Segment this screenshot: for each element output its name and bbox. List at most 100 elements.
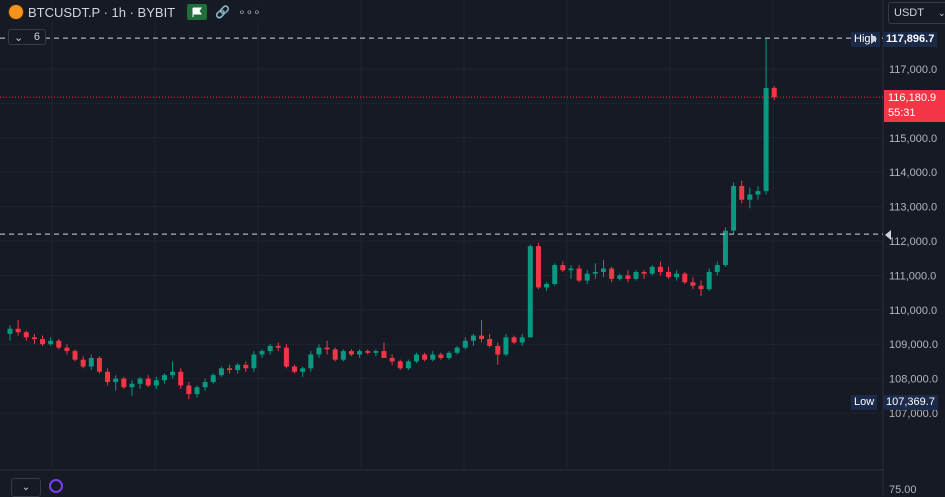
- countdown: 55:31: [888, 107, 916, 119]
- level-marker-icon: [885, 230, 891, 240]
- more-options-icon[interactable]: ∘∘∘: [238, 5, 261, 19]
- chevron-down-icon: ⌄: [937, 7, 945, 18]
- candle-body: [625, 275, 631, 279]
- candle-body: [137, 378, 143, 384]
- candle-body: [771, 87, 777, 98]
- candle-body: [690, 282, 696, 286]
- candle-body: [576, 268, 582, 281]
- candle-body: [88, 357, 94, 367]
- candle-body: [31, 337, 37, 340]
- candle-body: [357, 351, 363, 355]
- indicator-count: 6: [33, 31, 40, 43]
- symbol-label: BTCUSDT.P · 1h · BYBIT: [28, 4, 176, 20]
- candle-body: [722, 230, 728, 266]
- candle-body: [454, 347, 460, 353]
- low-value: 107,369.7: [883, 395, 938, 410]
- candle-body: [40, 339, 46, 345]
- candle-body: [568, 268, 574, 271]
- flag-icon[interactable]: [187, 4, 208, 20]
- symbol-info[interactable]: BTCUSDT.P · 1h · BYBIT: [4, 4, 179, 20]
- price-axis[interactable]: 117,000.0116,000.0115,000.0114,000.0113,…: [889, 64, 938, 495]
- candle-body: [747, 194, 753, 200]
- settings-icon[interactable]: [49, 479, 63, 493]
- candle-body: [48, 340, 54, 345]
- high-value: 117,896.7: [883, 32, 938, 47]
- candle-body: [389, 357, 395, 362]
- high-marker-icon: [871, 34, 877, 44]
- candle-body: [113, 378, 119, 383]
- candle-body: [446, 352, 452, 358]
- candle-body: [422, 354, 428, 360]
- low-label: Low: [851, 395, 878, 410]
- candle-body: [259, 351, 265, 355]
- candle-body: [682, 273, 688, 283]
- candle-body: [365, 351, 371, 353]
- candle-body: [218, 368, 224, 376]
- candle-body: [527, 246, 533, 338]
- candle-body: [121, 378, 127, 388]
- candle-body: [731, 185, 737, 231]
- candles-layer: [7, 38, 777, 400]
- price-tick-label: 107,000.0: [889, 408, 938, 420]
- candle-body: [23, 332, 29, 338]
- candle-body: [739, 185, 745, 200]
- candle-body: [633, 271, 639, 279]
- candle-body: [267, 345, 273, 352]
- candle-body: [64, 347, 70, 352]
- candle-body: [560, 265, 566, 271]
- candle-body: [105, 371, 111, 383]
- candle-body: [373, 351, 379, 353]
- candle-body: [178, 371, 184, 386]
- candle-body: [479, 335, 485, 340]
- candle-body: [397, 361, 403, 369]
- candle-body: [414, 354, 419, 362]
- candle-body: [657, 266, 663, 272]
- indicators-collapse-button[interactable]: ⌄ 6: [8, 29, 46, 45]
- price-tick-label: 110,000.0: [889, 305, 937, 317]
- candle-body: [714, 265, 720, 272]
- candle-body: [308, 354, 314, 369]
- candle-body: [235, 364, 241, 370]
- candle-body: [470, 335, 476, 341]
- candle-body: [153, 380, 159, 386]
- price-tick-label: 117,000.0: [889, 64, 937, 76]
- candle-body: [300, 368, 306, 372]
- price-tick-label: 111,000.0: [889, 270, 936, 282]
- currency-label: USDT: [894, 7, 924, 19]
- candle-body: [617, 275, 623, 279]
- candle-body: [243, 364, 249, 369]
- candle-body: [161, 375, 167, 381]
- candle-body: [438, 354, 444, 358]
- grid-lines: [0, 0, 884, 495]
- price-tick-label: 108,000.0: [889, 374, 938, 386]
- symbol-bar[interactable]: BTCUSDT.P · 1h · BYBIT 🔗 ∘∘∘: [4, 2, 261, 22]
- candle-body: [72, 351, 78, 360]
- expand-panel-button[interactable]: ⌄: [11, 478, 41, 497]
- candle-body: [210, 375, 216, 383]
- chevron-down-icon: ⌄: [21, 482, 31, 493]
- link-icon[interactable]: 🔗: [215, 5, 231, 19]
- candle-body: [405, 361, 411, 369]
- candle-body: [202, 382, 208, 388]
- candle-body: [251, 354, 257, 369]
- bitcoin-icon: [8, 4, 24, 20]
- candle-body: [592, 271, 598, 274]
- candle-body: [15, 328, 21, 333]
- candle-body: [706, 271, 712, 290]
- candle-body: [609, 268, 615, 279]
- candle-body: [348, 351, 354, 355]
- candle-body: [462, 340, 468, 348]
- candle-body: [763, 87, 769, 192]
- candle-body: [7, 328, 13, 334]
- candle-body: [227, 368, 233, 370]
- candle-body: [600, 268, 606, 272]
- candle-body: [316, 347, 322, 355]
- candle-body: [649, 266, 655, 274]
- candle-body: [96, 357, 102, 372]
- current-price: 116,180.9: [888, 92, 937, 104]
- current-price-box: 116,180.9 55:31: [884, 90, 945, 122]
- currency-selector[interactable]: USDT ⌄: [888, 2, 945, 24]
- candle-body: [145, 378, 151, 386]
- candle-body: [292, 366, 298, 372]
